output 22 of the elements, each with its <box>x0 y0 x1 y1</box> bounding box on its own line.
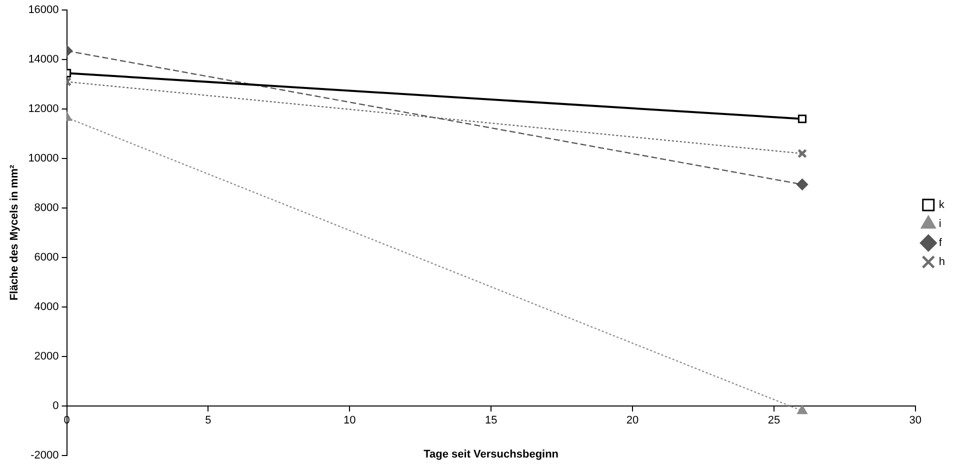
y-tick-label: 12000 <box>28 103 59 116</box>
x-tick-label: 30 <box>909 414 922 427</box>
y-axis-title: Fläche des Mycels in mm² <box>8 164 21 301</box>
y-tick-label: 2000 <box>34 350 59 362</box>
x-tick-label: 5 <box>205 414 212 427</box>
x-tick-label: 25 <box>768 414 780 427</box>
legend-label: f <box>938 237 943 250</box>
y-tick-label: 0 <box>52 400 59 412</box>
legend-label: k <box>938 199 945 212</box>
legend-label: h <box>938 256 946 268</box>
y-tick-label: 16000 <box>28 4 59 16</box>
legend-label: i <box>938 218 942 230</box>
x-axis-title: Tage seit Versuchsbeginn <box>424 448 559 461</box>
y-tick-label: 6000 <box>34 251 59 264</box>
y-tick-label: 4000 <box>34 300 59 313</box>
x-tick-label: 20 <box>626 414 639 427</box>
y-tick-label: -2000 <box>30 449 59 462</box>
y-tick-label: 10000 <box>28 152 59 164</box>
y-tick-label: 8000 <box>34 202 59 214</box>
y-tick-label: 14000 <box>28 54 59 66</box>
x-tick-label: 15 <box>484 414 498 427</box>
x-tick-label: 10 <box>344 414 356 427</box>
